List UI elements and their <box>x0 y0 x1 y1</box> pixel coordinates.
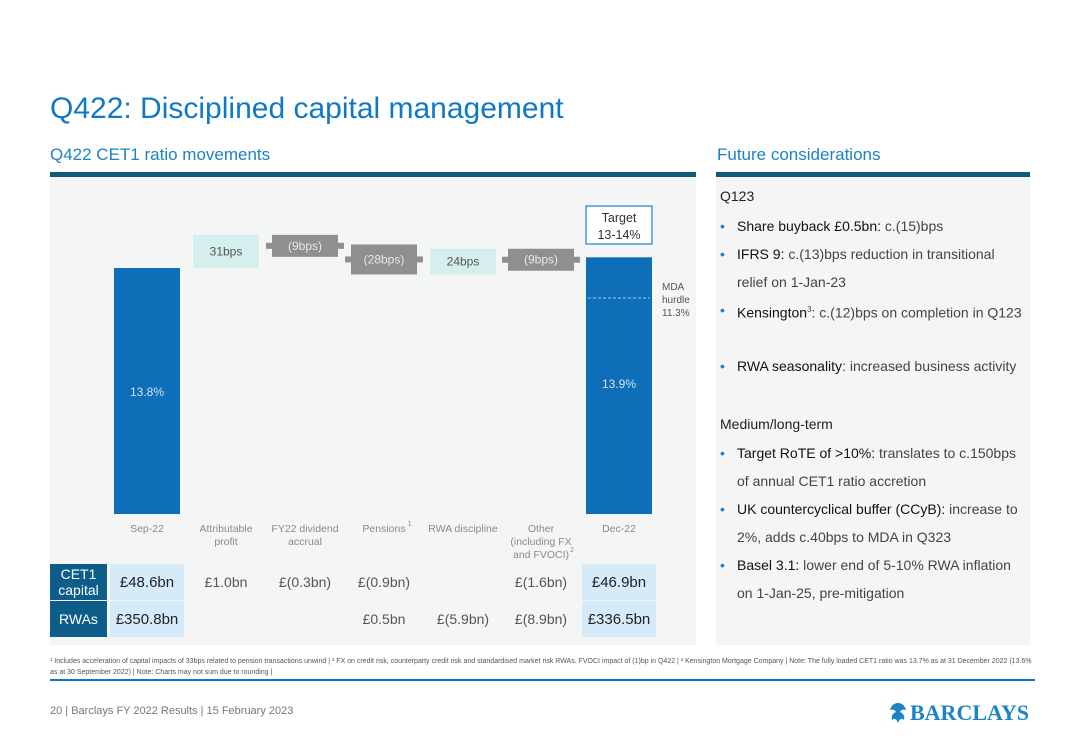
table-cell: £(0.3bn) <box>278 574 332 590</box>
connector-tab <box>266 242 272 249</box>
consideration-emphasis: Kensington <box>737 304 808 321</box>
page-title: Q422: Disciplined capital management <box>50 92 564 125</box>
bullet-icon: • <box>720 445 725 461</box>
bar-sep-22 <box>114 268 180 514</box>
mda-hurdle-label: hurdle <box>662 295 690 306</box>
bar-value-label: 31bps <box>210 244 243 258</box>
bar-5 <box>508 248 574 271</box>
connector-tab <box>574 256 580 263</box>
table-row-label: RWAs <box>50 601 107 637</box>
consideration-item: • Share buyback £0.5bn: c.(15)bps <box>720 212 1028 240</box>
table-cell: £350.8bn <box>110 601 184 637</box>
footnote-marker: 1 <box>408 521 412 528</box>
footnote-rule <box>50 679 1035 681</box>
considerations-panel <box>716 177 1030 645</box>
category-label: RWA discipline <box>428 523 498 535</box>
consideration-emphasis: RWA seasonality <box>737 358 843 374</box>
category-label: FY22 dividend <box>271 523 338 535</box>
table-cell: £(1.6bn) <box>514 574 568 590</box>
table-cell <box>268 601 342 637</box>
category-label: (including FX <box>510 536 571 548</box>
table-cell: £336.5bn <box>582 601 656 637</box>
consideration-emphasis: Share buyback £0.5bn: <box>737 218 881 234</box>
target-label: Target <box>602 211 637 225</box>
table-cell: £48.6bn <box>110 564 184 600</box>
consideration-item: • RWA seasonality: increased business act… <box>720 352 1028 380</box>
bar-value-label: 13.8% <box>130 385 164 399</box>
footnote: ¹ Includes acceleration of capital impac… <box>50 658 1032 676</box>
consideration-item: • IFRS 9: c.(13)bps reduction in transiti… <box>720 240 1028 296</box>
consideration-item: • Basel 3.1: lower end of 5-10% RWA infla… <box>720 551 1028 607</box>
mda-hurdle-label: MDA <box>662 282 685 293</box>
bar-value-label: 24bps <box>447 255 480 269</box>
connector-tab <box>345 256 351 263</box>
table-cell: £(5.9bn) <box>436 611 490 627</box>
target-range: 13-14% <box>597 228 640 242</box>
barclays-logo: BARCLAYS <box>888 700 1032 726</box>
table-row-label: CET1 capital <box>50 564 107 600</box>
connector-tab <box>417 256 423 263</box>
footnote-marker: 3 <box>807 305 812 314</box>
logo-wordmark: BARCLAYS <box>910 700 1030 725</box>
connector-tab <box>502 256 508 263</box>
bar-2 <box>272 234 338 257</box>
category-label: Attributable <box>199 523 252 535</box>
table-cell: £1.0bn <box>204 574 248 590</box>
consideration-emphasis: Target RoTE of >10%: <box>737 445 876 461</box>
chart-section-heading: Q422 CET1 ratio movements <box>50 145 271 164</box>
medium-term-heading: Medium/long-term <box>720 416 833 432</box>
q123-heading: Q123 <box>720 188 755 204</box>
table-cell <box>426 564 500 600</box>
category-label: and FVOCI) <box>513 549 569 561</box>
bar-3 <box>351 244 417 275</box>
bullet-icon: • <box>720 302 725 318</box>
category-label: Other <box>528 523 555 535</box>
considerations-rule <box>716 172 1030 177</box>
eagle-icon <box>890 703 906 723</box>
bar-value-label: (9bps) <box>288 239 322 253</box>
consideration-item: • Target RoTE of >10%: translates to c.15… <box>720 439 1028 495</box>
connector-tab <box>338 242 344 249</box>
page-footer: 20 | Barclays FY 2022 Results | 15 Febru… <box>50 705 294 717</box>
mda-hurdle-label: 11.3% <box>662 308 690 319</box>
footnote-marker: 2 <box>570 547 574 554</box>
bar-1 <box>193 234 259 268</box>
table-cell: £(8.9bn) <box>514 611 568 627</box>
bullet-icon: • <box>720 358 725 374</box>
bullet-icon: • <box>720 557 725 573</box>
category-label: profit <box>214 536 237 548</box>
consideration-item: • Kensington3: c.(12)bps on completion in… <box>720 296 1028 327</box>
consideration-emphasis: UK countercyclical buffer (CCyB): <box>737 501 946 517</box>
category-label: Pensions <box>362 523 405 535</box>
table-cell: £(0.9bn) <box>357 574 411 590</box>
bar-dec-22 <box>586 257 652 514</box>
bar-value-label: 13.9% <box>602 377 636 391</box>
consideration-emphasis: IFRS 9: <box>737 246 785 262</box>
category-label: Dec-22 <box>602 523 636 535</box>
bullet-icon: • <box>720 218 725 234</box>
category-label: Sep-22 <box>130 523 164 535</box>
bullet-icon: • <box>720 501 725 517</box>
considerations-heading: Future considerations <box>717 145 881 164</box>
bar-4 <box>430 248 496 275</box>
bullet-icon: • <box>720 246 725 262</box>
table-cell: £0.5bn <box>362 611 406 627</box>
table-cell <box>189 601 263 637</box>
bar-value-label: (28bps) <box>364 252 405 266</box>
consideration-emphasis: Basel 3.1: <box>737 557 800 573</box>
target-box <box>585 205 653 245</box>
category-label: accrual <box>288 536 322 548</box>
table-cell: £46.9bn <box>582 564 656 600</box>
bar-value-label: (9bps) <box>524 253 558 267</box>
consideration-item: • UK countercyclical buffer (CCyB): incre… <box>720 495 1028 551</box>
chart-section-rule <box>50 172 696 177</box>
